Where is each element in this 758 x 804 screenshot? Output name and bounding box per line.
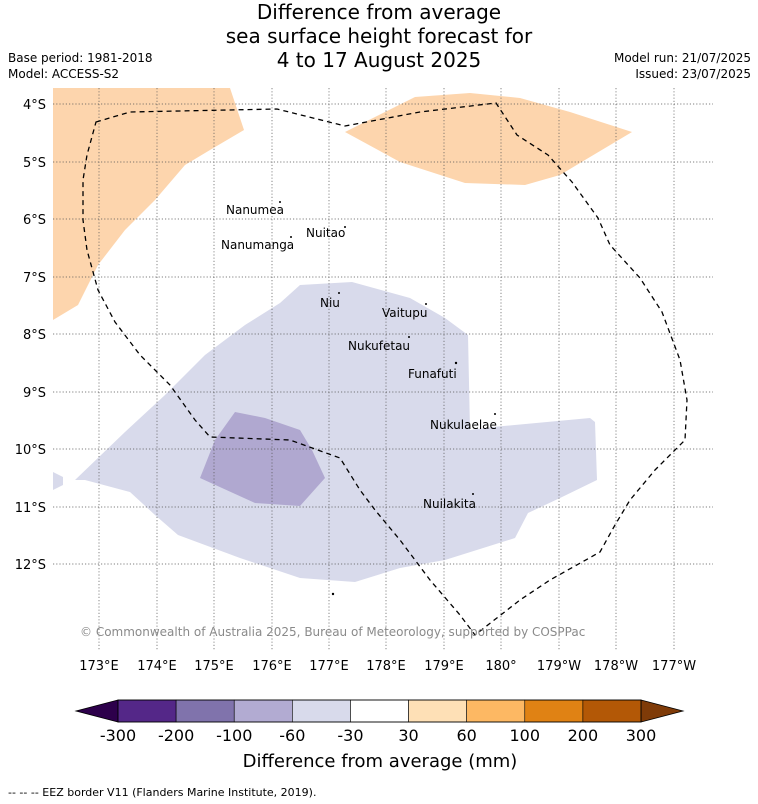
lon-label: 180°: [485, 659, 516, 674]
colorbar-segment: [466, 699, 526, 723]
lon-label: 179°W: [537, 659, 581, 674]
issued-text: Issued: 23/07/2025: [635, 67, 751, 81]
anomaly-positive-northeast: [345, 93, 632, 185]
island-labels: Nanumea Nuitao Nanumanga Niu Vaitupu Nuk…: [221, 203, 497, 511]
lon-label: 179°E: [424, 659, 464, 674]
model-run-text: Model run: 21/07/2025: [613, 51, 751, 65]
colorbar-segment: [292, 699, 351, 723]
colorbar-tick-label: -100: [216, 726, 252, 745]
lat-label: 8°S: [23, 328, 46, 343]
colorbar-under-arrow: [74, 699, 119, 723]
title-line-1: Difference from average: [256, 0, 502, 24]
lat-label: 11°S: [15, 501, 46, 516]
copyright-text: © Commonwealth of Australia 2025, Bureau…: [80, 625, 585, 639]
island-label-nuilakita: Nuilakita: [423, 497, 476, 511]
lat-label: 9°S: [23, 386, 46, 401]
island-label-nuitao: Nuitao: [306, 226, 345, 240]
colorbar-frame: [117, 699, 642, 723]
lat-label: 12°S: [15, 558, 46, 573]
title-line-3: 4 to 17 August 2025: [276, 48, 482, 72]
colorbar-segment: [350, 699, 409, 723]
island-label-nukulaelae: Nukulaelae: [430, 418, 497, 432]
lat-label: 4°S: [23, 98, 46, 113]
base-period-text: Base period: 1981-2018: [8, 51, 153, 65]
island-label-nanumanga: Nanumanga: [221, 238, 294, 252]
colorbar-segment: [175, 699, 235, 723]
colorbar: Difference from average (mm) -300 -200 -10…: [74, 699, 685, 772]
colorbar-title: Difference from average (mm): [243, 751, 518, 772]
lon-label: 173°E: [79, 659, 119, 674]
longitude-labels: 173°E 174°E 175°E 176°E 177°E 178°E 179°…: [79, 659, 696, 674]
lon-label: 174°E: [137, 659, 177, 674]
colorbar-tick-label: 200: [568, 726, 599, 745]
lon-label: 176°E: [252, 659, 292, 674]
lon-label: 177°W: [652, 659, 696, 674]
chart-title: Difference from average sea surface heig…: [0, 0, 758, 72]
colorbar-tick-label: 100: [510, 726, 541, 745]
anomaly-positive-northwest: [53, 88, 244, 320]
eez-legend-footer: -- -- -- EEZ border V11 (Flanders Marine…: [8, 786, 317, 799]
colorbar-over-arrow: [640, 699, 685, 723]
colorbar-segment: [233, 699, 293, 723]
lat-label: 5°S: [23, 156, 46, 171]
colorbar-tick-label: -30: [337, 726, 363, 745]
lat-label: 10°S: [15, 443, 46, 458]
island-markers: [279, 201, 496, 596]
colorbar-segment: [117, 699, 177, 723]
eez-border: [82, 102, 688, 636]
lat-label: 6°S: [23, 213, 46, 228]
colorbar-tick-label: 30: [398, 726, 418, 745]
colorbar-segment: [524, 699, 584, 723]
island-label-nukufetau: Nukufetau: [348, 339, 410, 353]
colorbar-tick-label: -60: [279, 726, 305, 745]
lat-label: 7°S: [23, 271, 46, 286]
anomaly-negative-light-west: [53, 472, 63, 490]
lon-label: 178°E: [366, 659, 406, 674]
colorbar-segment: [408, 699, 467, 723]
lon-label: 178°W: [594, 659, 638, 674]
island-label-nanumea: Nanumea: [226, 203, 284, 217]
map-panel: Nanumea Nuitao Nanumanga Niu Vaitupu Nuk…: [53, 88, 713, 650]
title-line-2: sea surface height forecast for: [225, 24, 533, 48]
model-text: Model: ACCESS-S2: [8, 67, 120, 81]
island-label-vaitupu: Vaitupu: [382, 306, 428, 320]
colorbar-tick-label: 300: [626, 726, 657, 745]
gridlines: [53, 88, 713, 650]
latitude-labels: 4°S 5°S 6°S 7°S 8°S 9°S 10°S 11°S 12°S: [15, 98, 46, 573]
island-label-niu: Niu: [320, 296, 340, 310]
colorbar-tick-label: -300: [100, 726, 136, 745]
lon-label: 177°E: [309, 659, 349, 674]
anomaly-negative-medium: [200, 412, 325, 506]
colorbar-segment: [582, 699, 642, 723]
colorbar-tick-label: 60: [456, 726, 476, 745]
lon-label: 175°E: [194, 659, 234, 674]
island-label-funafuti: Funafuti: [408, 367, 457, 381]
colorbar-tick-label: -200: [158, 726, 194, 745]
